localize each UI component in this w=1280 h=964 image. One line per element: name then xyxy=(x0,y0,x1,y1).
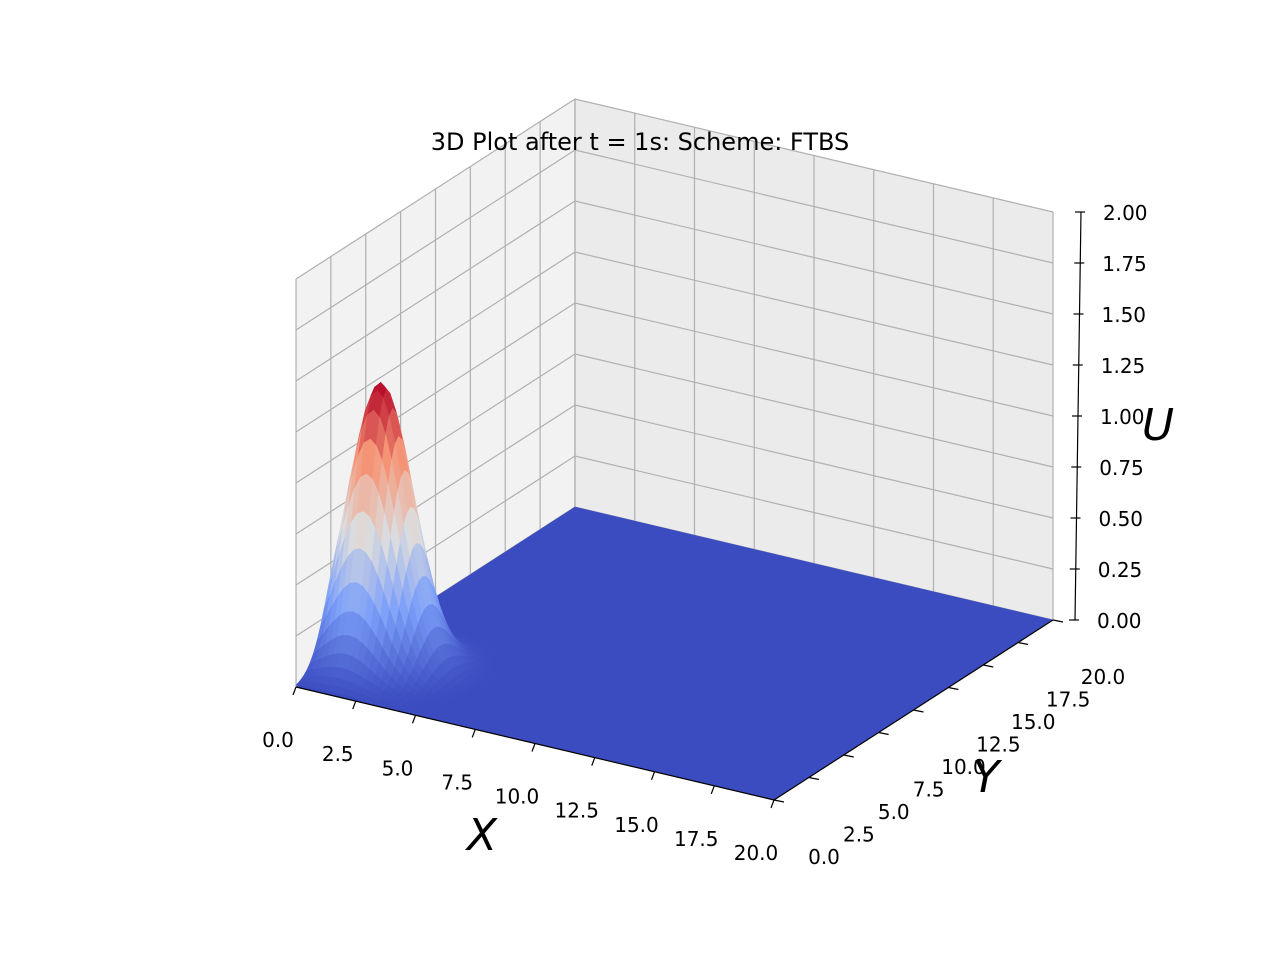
x-tick-label: 10.0 xyxy=(495,785,540,809)
y-tick xyxy=(1018,641,1029,646)
axis-labels: 0.02.55.07.510.012.515.017.520.0 0.02.55.… xyxy=(262,201,1174,869)
z-tick-label: 1.75 xyxy=(1102,252,1147,276)
x-tick xyxy=(292,686,297,696)
z-tick-label: 0.50 xyxy=(1099,507,1144,531)
x-tick-label: 17.5 xyxy=(674,827,719,851)
surface-cell xyxy=(448,694,460,700)
x-tick-label: 0.0 xyxy=(262,728,294,752)
y-tick-label: 20.0 xyxy=(1081,665,1126,689)
y-tick-label: 2.5 xyxy=(843,823,875,847)
x-tick xyxy=(471,729,476,738)
x-tick xyxy=(710,785,715,795)
x-tick-label: 2.5 xyxy=(322,742,354,766)
y-tick xyxy=(948,686,959,691)
z-tick-label: 1.50 xyxy=(1102,303,1147,327)
surface-mesh xyxy=(295,381,1054,801)
x-tick xyxy=(352,700,357,710)
y-tick xyxy=(983,664,994,668)
y-tick-label: 5.0 xyxy=(878,800,910,824)
y-tick xyxy=(773,799,785,803)
chart-title: 3D Plot after t = 1s: Scheme: FTBS xyxy=(430,128,850,156)
surface-cell xyxy=(435,697,447,703)
y-tick xyxy=(878,731,889,736)
z-tick-label: 1.25 xyxy=(1101,354,1146,378)
z-tick-label: 0.25 xyxy=(1098,558,1143,582)
z-tick-label: 1.00 xyxy=(1100,405,1145,429)
y-tick-label: 15.0 xyxy=(1011,710,1056,734)
y-tick xyxy=(808,776,819,781)
x-tick-label: 12.5 xyxy=(554,799,599,823)
y-tick-label: 12.5 xyxy=(976,733,1021,757)
y-axis-label: Y xyxy=(973,752,1003,803)
y-tick xyxy=(1052,619,1064,623)
y-tick xyxy=(843,754,854,758)
x-tick xyxy=(650,771,656,780)
x-tick-label: 7.5 xyxy=(441,770,473,794)
x-axis-label: X xyxy=(465,810,498,861)
z-tick-label: 2.00 xyxy=(1103,201,1148,225)
y-tick xyxy=(913,709,924,713)
y-tick-label: 17.5 xyxy=(1046,688,1091,712)
surface-cell xyxy=(413,701,425,707)
y-tick-label: 10.0 xyxy=(941,755,986,779)
x-tick-label: 15.0 xyxy=(614,813,659,837)
axes xyxy=(292,211,1085,809)
x-tick-label: 5.0 xyxy=(382,756,414,780)
z-tick-label: 0.75 xyxy=(1099,456,1144,480)
x-tick xyxy=(531,743,536,752)
y-tick-label: 0.0 xyxy=(808,845,840,869)
y-tick-label: 7.5 xyxy=(913,778,945,802)
z-tick-label: 0.00 xyxy=(1097,609,1142,633)
x-tick xyxy=(770,799,775,809)
x-tick xyxy=(411,715,417,724)
x-tick xyxy=(591,757,596,766)
x-tick-label: 20.0 xyxy=(734,841,779,865)
z-axis-label: U xyxy=(1142,400,1174,451)
